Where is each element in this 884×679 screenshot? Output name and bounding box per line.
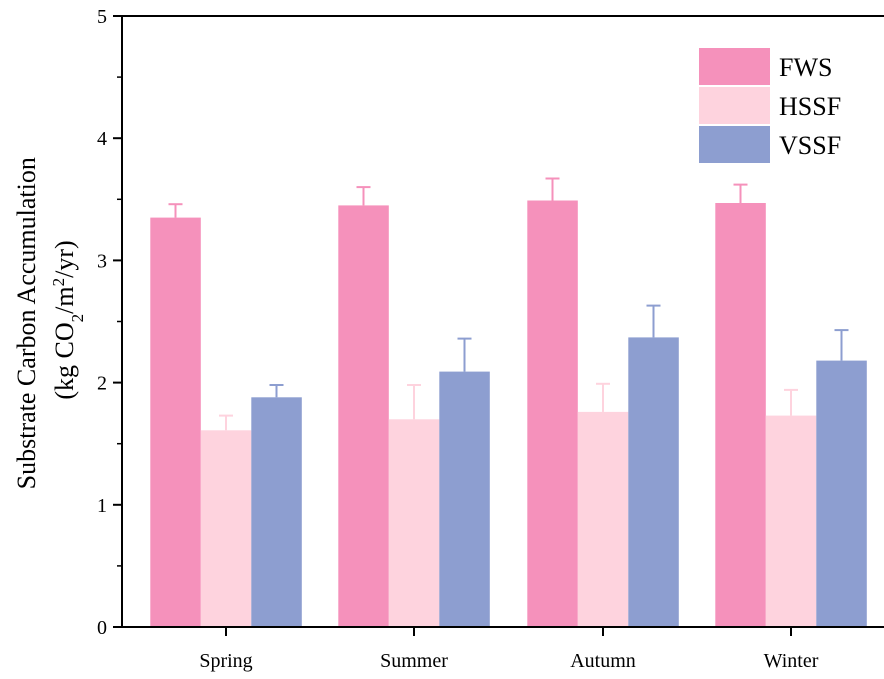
x-tick-label-summer: Summer	[380, 650, 448, 672]
bar-vssf-winter	[816, 360, 867, 627]
legend-label-hssf: HSSF	[779, 92, 841, 121]
legend-label-fws: FWS	[779, 53, 832, 82]
y-tick-label-3: 3	[97, 250, 107, 272]
bar-hssf-winter	[765, 415, 817, 627]
bar-fws-winter	[715, 203, 766, 627]
legend-label-vssf: VSSF	[779, 131, 841, 160]
y-axis-label-mid: /m	[50, 286, 79, 313]
error-bars-layer	[168, 177, 849, 431]
y-tick-label-4: 4	[97, 128, 107, 150]
legend-swatch-fws	[699, 48, 770, 85]
y-axis-label-subscript: 2	[68, 314, 87, 323]
y-tick-label-0: 0	[97, 617, 107, 639]
y-tick-label-1: 1	[97, 495, 107, 517]
bar-fws-autumn	[527, 200, 578, 627]
axes: 0 1 2 3 4 5 Spring Summer Autumn Winter	[97, 6, 884, 672]
y-axis-label-line2: (kg CO2/m2/yr)	[49, 240, 87, 399]
bar-hssf-autumn	[577, 411, 629, 627]
bar-fws-spring	[150, 217, 201, 627]
legend-swatch-hssf	[699, 87, 770, 124]
bar-fws-summer	[338, 205, 389, 627]
y-tick-label-2: 2	[97, 373, 107, 395]
legend-swatch-vssf	[699, 126, 770, 163]
bar-hssf-spring	[200, 430, 252, 627]
y-axis-label: Substrate Carbon Accumulation (kg CO2/m2…	[12, 151, 87, 490]
y-axis-label-line1: Substrate Carbon Accumulation	[12, 157, 41, 489]
x-tick-label-spring: Spring	[199, 650, 252, 672]
bar-hssf-summer	[388, 419, 440, 627]
y-axis-label-suffix: /yr)	[50, 240, 79, 278]
bar-vssf-spring	[251, 397, 302, 627]
y-tick-label-5: 5	[97, 6, 107, 28]
bars-layer	[150, 200, 867, 627]
y-axis-label-prefix: (kg CO	[50, 322, 79, 399]
x-tick-label-autumn: Autumn	[570, 650, 636, 672]
bar-vssf-summer	[439, 371, 490, 627]
y-axis-label-superscript: 2	[49, 278, 68, 287]
x-tick-label-winter: Winter	[764, 650, 819, 672]
legend: FWS HSSF VSSF	[699, 48, 841, 163]
bar-vssf-autumn	[628, 337, 679, 627]
